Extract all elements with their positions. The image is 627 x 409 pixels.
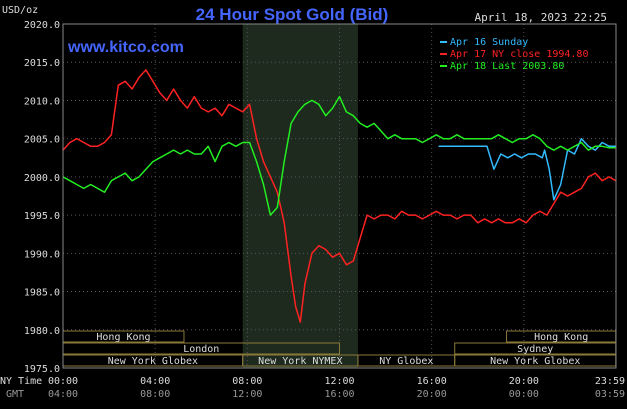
y-tick-label: 2020.0 — [24, 20, 60, 31]
y-tick-label: 2010.0 — [24, 96, 60, 107]
legend-entry: Apr 17 NY close 1994.80 — [450, 49, 588, 60]
x-tick-label-ny: 12:00 — [324, 376, 354, 387]
x-tick-label-ny: 20:00 — [509, 376, 539, 387]
x-tick-label-gmt: 04:00 — [48, 389, 78, 400]
y-tick-label: 2005.0 — [24, 135, 60, 146]
series-line-2 — [62, 69, 617, 323]
legend-entry: Apr 18 Last 2003.80 — [450, 61, 564, 72]
y-tick-label: 2000.0 — [24, 173, 60, 184]
site-watermark: www.kitco.com — [67, 39, 184, 56]
x-tick-label-gmt: 12:00 — [232, 389, 262, 400]
series-line-3 — [62, 95, 616, 216]
session-label: NY Globex — [379, 356, 433, 367]
x-tick-label-ny: 08:00 — [232, 376, 262, 387]
x-tick-label-ny: 23:59 — [595, 376, 625, 387]
session-label: New York Globex — [108, 356, 198, 367]
nymex-session-shade — [242, 24, 358, 368]
series-line-1 — [438, 137, 616, 201]
y-axis-ticks: 2020.0 2015.0 2010.0 2005.0 2000.0 1995.0 1990… — [24, 20, 60, 375]
date-stamp: April 18, 2023 22:25 — [475, 11, 607, 24]
x-tick-label-gmt: 20:00 — [417, 389, 447, 400]
x-tick-label-gmt: 00:00 — [509, 389, 539, 400]
legend-entry: Apr 16 Sunday — [450, 37, 528, 48]
y-tick-label: 1975.0 — [24, 364, 60, 375]
y-tick-label: 1980.0 — [24, 326, 60, 337]
x-tick-label-ny: 04:00 — [140, 376, 170, 387]
session-label: Sydney — [517, 344, 553, 355]
y-tick-label: 1985.0 — [24, 288, 60, 299]
gmt-row-label: GMT — [6, 389, 24, 400]
x-tick-label-ny: 16:00 — [417, 376, 447, 387]
session-label: Hong Kong — [96, 332, 150, 343]
chart-title: 24 Hour Spot Gold (Bid) — [196, 5, 389, 24]
series-lines — [62, 69, 617, 323]
x-tick-label-gmt: 08:00 — [140, 389, 170, 400]
x-tick-label-ny: 00:00 — [48, 376, 78, 387]
x-axis-ticks: 00:00 04:00 04:00 08:00 08:00 12:00 12:00 16:00… — [48, 376, 625, 400]
x-tick-label-gmt: 03:59 — [595, 389, 625, 400]
y-tick-label: 1990.0 — [24, 249, 60, 260]
session-label: New York Globex — [490, 356, 580, 367]
session-label: Hong Kong — [534, 332, 588, 343]
plot-frame — [62, 23, 617, 369]
y-axis-label: USD/oz — [2, 5, 38, 16]
x-tick-label-gmt: 16:00 — [324, 389, 354, 400]
session-label: London — [183, 344, 219, 355]
y-tick-label: 1995.0 — [24, 211, 60, 222]
y-tick-label: 2015.0 — [24, 58, 60, 69]
session-label: New York NYMEX — [258, 356, 342, 367]
ny-time-row-label: NY Time — [0, 376, 42, 387]
